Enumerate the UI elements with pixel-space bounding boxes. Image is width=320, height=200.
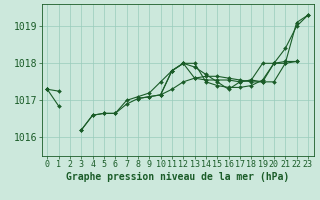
X-axis label: Graphe pression niveau de la mer (hPa): Graphe pression niveau de la mer (hPa) xyxy=(66,172,289,182)
